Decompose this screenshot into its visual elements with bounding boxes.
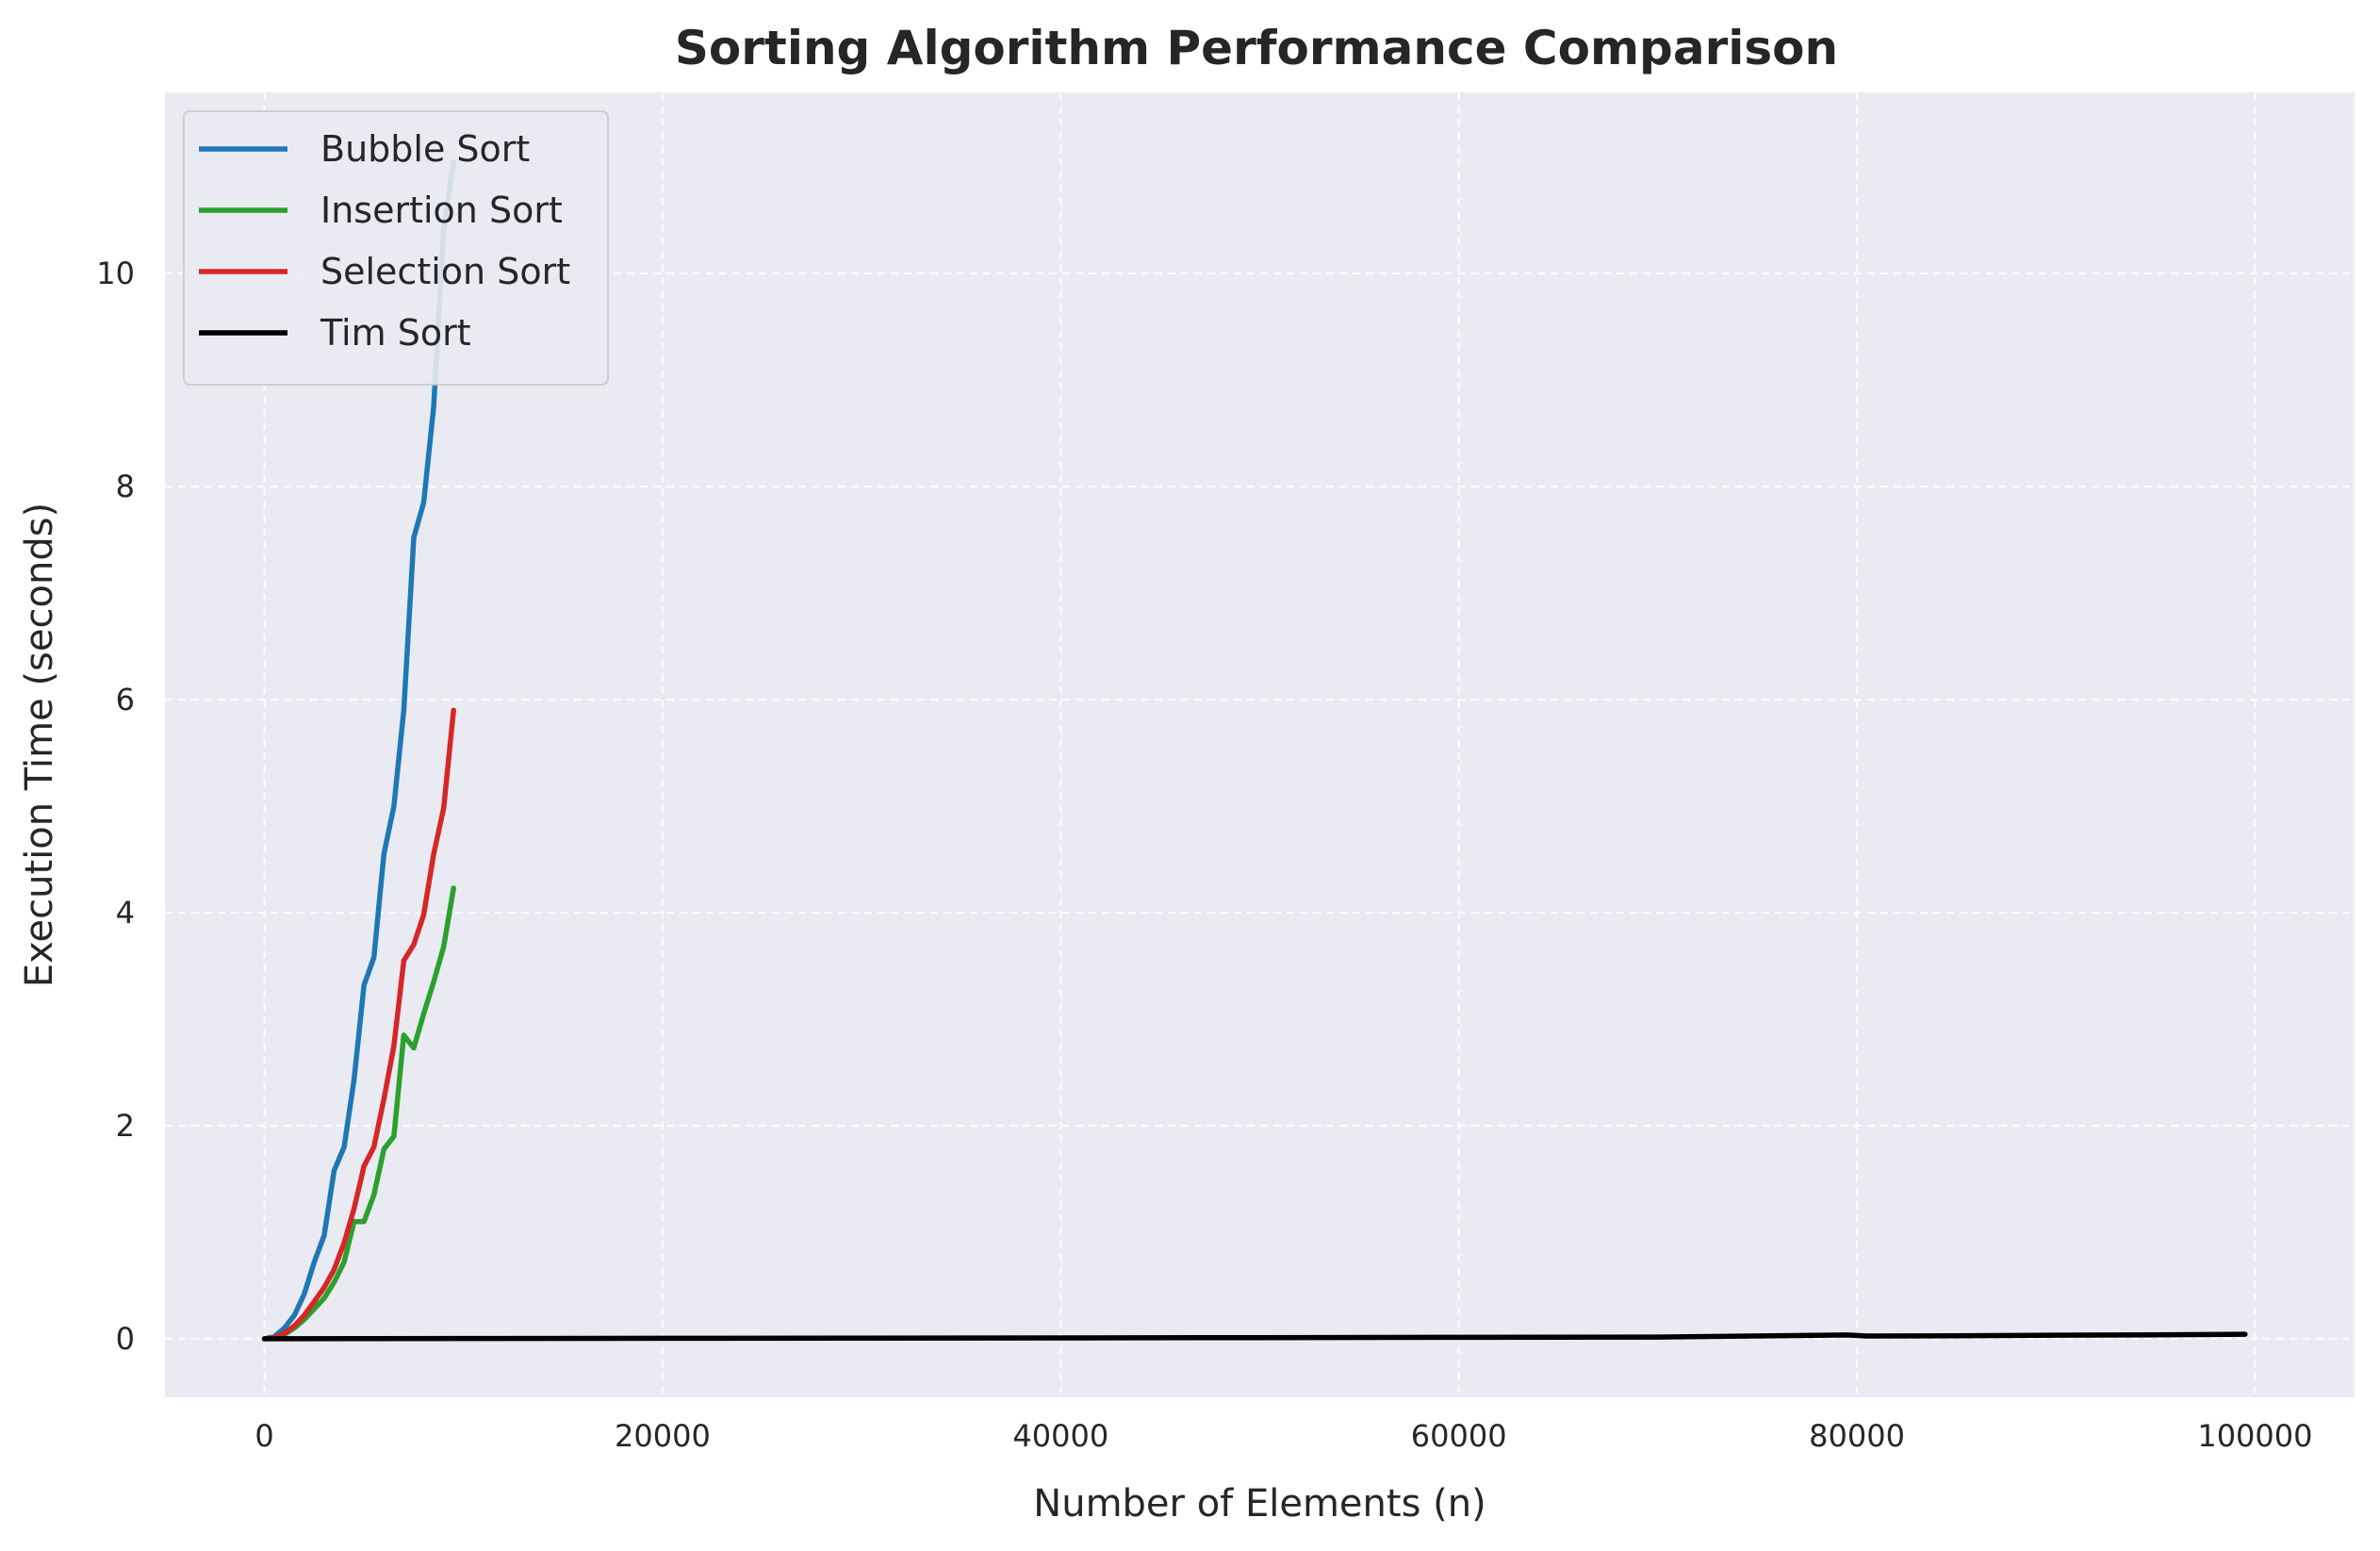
series-line-tim-sort xyxy=(261,1331,2248,1342)
x-axis-ticks: 0 20000 40000 60000 80000 100000 xyxy=(254,1418,2312,1454)
y-axis-label: Execution Time (seconds) xyxy=(18,503,61,987)
legend-box xyxy=(183,110,609,386)
y-tick-label: 4 xyxy=(116,895,135,931)
y-tick-label: 6 xyxy=(116,682,135,718)
x-tick-label: 100000 xyxy=(2197,1418,2312,1454)
series-line-selection-sort xyxy=(261,707,456,1342)
series-layer xyxy=(261,158,2248,1342)
series-line-bubble-sort xyxy=(261,158,456,1342)
chart-title: Sorting Algorithm Performance Comparison xyxy=(675,21,1838,75)
x-tick-label: 40000 xyxy=(1012,1418,1108,1454)
legend-label-tim-sort: Tim Sort xyxy=(320,312,471,354)
y-tick-label: 8 xyxy=(116,469,135,504)
x-axis-label: Number of Elements (n) xyxy=(1033,1482,1485,1526)
x-tick-label: 20000 xyxy=(615,1418,711,1454)
legend-label-selection-sort: Selection Sort xyxy=(320,251,570,292)
grid xyxy=(165,92,2355,1397)
x-tick-label: 0 xyxy=(254,1418,273,1454)
x-tick-label: 80000 xyxy=(1809,1418,1905,1454)
x-tick-label: 60000 xyxy=(1411,1418,1507,1454)
y-axis-ticks: 0 2 4 6 8 10 xyxy=(96,256,135,1357)
y-tick-label: 0 xyxy=(116,1321,135,1357)
y-tick-label: 10 xyxy=(96,256,135,291)
y-tick-label: 2 xyxy=(116,1108,135,1144)
legend: Bubble Sort Insertion Sort Selection Sort T… xyxy=(183,110,609,386)
legend-label-bubble-sort: Bubble Sort xyxy=(320,128,530,170)
legend-label-insertion-sort: Insertion Sort xyxy=(320,190,563,231)
